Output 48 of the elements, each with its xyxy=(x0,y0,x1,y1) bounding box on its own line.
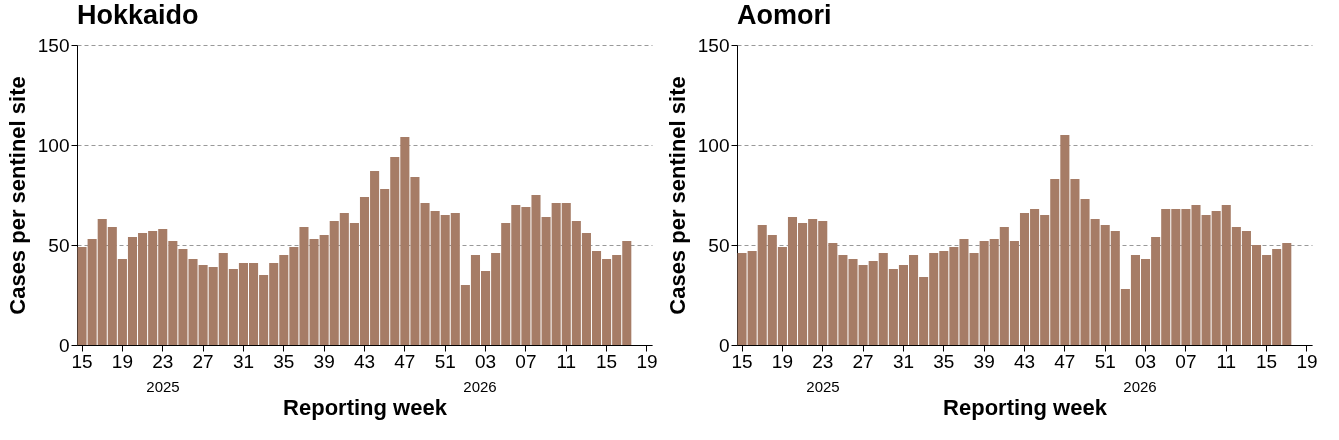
x-tick-label: 39 xyxy=(973,350,995,372)
x-tick-label: 31 xyxy=(892,350,915,372)
y-tick-label: 0 xyxy=(58,334,70,356)
x-tick-label: 11 xyxy=(556,350,577,372)
x-tick-label: 19 xyxy=(1296,350,1318,372)
text: 2025 xyxy=(146,378,180,395)
x-tick-label: 35 xyxy=(273,350,295,372)
x-tick-label: 19 xyxy=(771,350,793,372)
x-tick-label: 31 xyxy=(232,350,255,372)
y-axis-title: Cases per sentinel site xyxy=(664,76,690,315)
x-tick-label: 43 xyxy=(1013,350,1036,372)
x-tick-label: 43 xyxy=(353,350,376,372)
x-tick-label: 07 xyxy=(515,350,537,372)
x-tick-label: 15 xyxy=(1256,350,1278,372)
y-tick-label: 50 xyxy=(48,234,70,256)
x-tick-label: 23 xyxy=(812,350,834,372)
x-axis-title: Reporting week xyxy=(283,394,448,420)
x-tick-label: 39 xyxy=(313,350,335,372)
x-tick-label: 03 xyxy=(474,350,497,372)
text: 2025 xyxy=(806,378,840,395)
chart-title: Hokkaido xyxy=(77,0,199,30)
x-tick-label: 47 xyxy=(394,350,416,372)
x-tick-label: 35 xyxy=(933,350,955,372)
x-tick-label: 15 xyxy=(731,350,753,372)
chart-title: Aomori xyxy=(737,0,832,30)
x-tick-label: 27 xyxy=(852,350,874,372)
x-tick-label: 19 xyxy=(111,350,133,372)
y-tick-label: 150 xyxy=(37,34,70,56)
x-tick-label: 27 xyxy=(192,350,214,372)
x-tick-label: 15 xyxy=(71,350,93,372)
y-axis-title: Cases per sentinel site xyxy=(4,76,30,315)
x-tick-label: 51 xyxy=(434,350,456,372)
text: 2026 xyxy=(463,378,497,395)
x-tick-label: 11 xyxy=(1216,350,1237,372)
x-tick-label: 07 xyxy=(1175,350,1197,372)
text: 2026 xyxy=(1123,378,1157,395)
x-axis-title: Reporting week xyxy=(943,394,1108,420)
y-tick-label: 100 xyxy=(697,134,730,156)
x-tick-label: 19 xyxy=(636,350,658,372)
y-tick-label: 0 xyxy=(718,334,730,356)
y-tick-label: 100 xyxy=(37,134,70,156)
x-tick-label: 51 xyxy=(1094,350,1116,372)
x-tick-label: 47 xyxy=(1054,350,1076,372)
y-tick-label: 150 xyxy=(697,34,730,56)
x-tick-label: 15 xyxy=(596,350,618,372)
x-tick-label: 03 xyxy=(1134,350,1157,372)
x-tick-label: 23 xyxy=(152,350,174,372)
y-tick-label: 50 xyxy=(708,234,730,256)
